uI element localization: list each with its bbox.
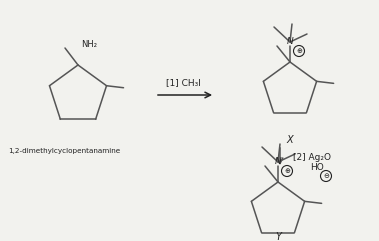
Text: X: X	[287, 135, 293, 145]
Text: Y: Y	[275, 232, 281, 241]
Text: HO: HO	[310, 162, 324, 172]
Text: ⊖: ⊖	[323, 173, 329, 179]
Text: N: N	[287, 38, 293, 47]
Text: [1] CH₃I: [1] CH₃I	[166, 78, 200, 87]
Text: [2] Ag₂O: [2] Ag₂O	[293, 153, 331, 161]
Text: NH₂: NH₂	[81, 40, 97, 49]
Text: 1,2-dimethylcyclopentanamine: 1,2-dimethylcyclopentanamine	[8, 148, 120, 154]
Text: ⊕: ⊕	[296, 48, 302, 54]
Text: N: N	[275, 158, 281, 167]
Text: ⊕: ⊕	[284, 168, 290, 174]
